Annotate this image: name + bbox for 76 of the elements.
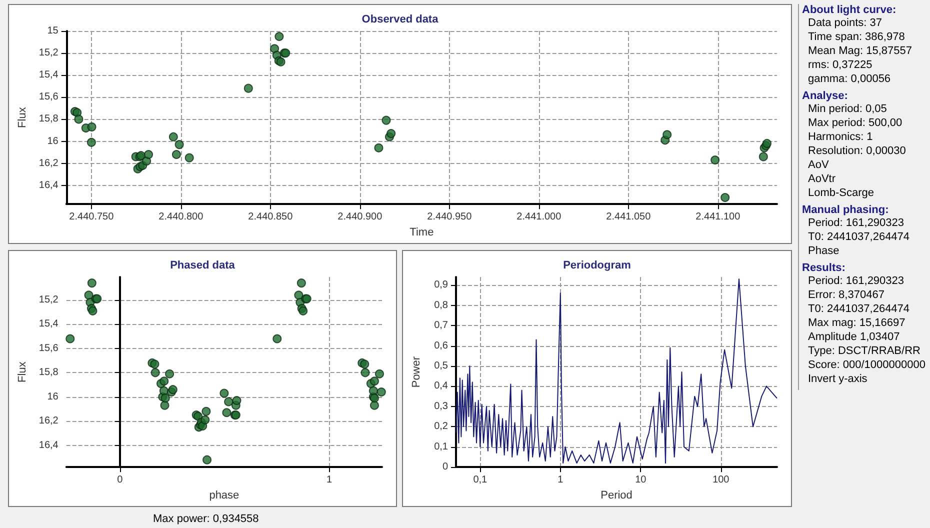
text: Period: 161,290323 [807,216,906,230]
text: Phase [807,244,840,258]
x-tick-label: 0 [117,474,124,486]
text: rms: 0,37225 [807,58,874,72]
y-tick-label: 0,6 [434,340,448,352]
x-axis-title: Time [410,226,434,238]
chart-title: Phased data [170,260,236,272]
text: Manual phasing: [802,204,890,216]
x-tick-label: 100 [712,474,730,486]
x-tick-label: 2.441.000 [516,212,562,223]
x-tick-label: 1 [326,474,332,486]
chart-title: Periodogram [563,260,632,272]
x-axis-title: phase [209,490,240,502]
text: Type: DSCT/RRAB/RR [807,344,922,358]
x-axis-title: Period [600,490,632,502]
y-tick-label: 0,2 [434,421,448,432]
y-tick-label: 0,9 [434,280,448,291]
text: gamma: 0,00056 [807,72,892,86]
y-tick-label: 0,5 [434,360,448,372]
y-tick-label: 0,3 [434,400,448,412]
y-tick-label: 16,4 [38,440,59,451]
x-tick-label: 2.440.850 [248,212,294,223]
text: AoVtr [807,172,837,186]
y-tick-label: 0,7 [434,320,448,332]
text: About light curve: [802,4,898,16]
text: Time span: 386,978 [807,30,906,44]
y-tick-label: 0,1 [434,441,448,452]
text: Amplitude 1,03407 [807,330,901,344]
y-tick-label: 15 [47,26,59,36]
x-tick-label: 2.440.950 [427,212,472,223]
y-tick-label: 15,2 [38,294,59,306]
text: AoV [807,158,830,172]
y-tick-label: 16 [47,391,59,402]
y-axis-title: Flux [16,106,28,128]
x-tick-label: 2.440.800 [158,212,204,223]
y-tick-label: 15,8 [38,367,59,378]
y-tick-label: 16 [47,136,59,147]
text: Max power: 0,934558 [153,513,259,525]
x-tick-label: 2.440.900 [338,212,383,223]
text: T0: 2441037,264474 [807,302,911,316]
y-tick-label: 15,4 [38,318,59,330]
text: Mean Mag: 15,87557 [807,44,913,58]
y-tick-label: 16,2 [38,416,59,427]
y-axis-title: Power [410,356,422,388]
text: Error: 8,370467 [807,288,886,302]
text: Resolution: 0,00030 [807,144,907,158]
text: Lomb-Scarge [807,186,876,200]
y-tick-label: 16,2 [38,158,59,169]
y-tick-label: 15,2 [38,48,59,59]
y-tick-label: 15,6 [38,342,59,354]
chart-title: Observed data [362,14,440,26]
y-tick-label: 15,4 [38,70,59,81]
x-tick-label: 10 [635,474,647,486]
text: Score: 000/1000000000 [807,358,926,372]
text: T0: 2441037,264474 [807,230,911,244]
x-tick-label: 2.441.100 [696,212,741,223]
x-tick-label: 2.440.750 [69,212,114,223]
x-tick-label: 1 [558,474,564,486]
text: Min period: 0,05 [807,102,888,116]
x-tick-label: 0,1 [473,474,488,486]
text: Harmonics: 1 [807,130,874,144]
text: Max mag: 15,16697 [807,316,906,330]
y-tick-label: 15,8 [38,114,59,125]
y-tick-label: 0 [442,462,448,473]
text: Analyse: [802,90,849,102]
text: Invert y-axis [807,372,868,386]
text: Period: 161,290323 [807,274,906,288]
text: Data points: 37 [807,16,883,30]
y-tick-label: 0,8 [434,300,448,311]
y-axis-title: Flux [16,361,28,382]
y-tick-label: 16,4 [38,180,59,191]
x-tick-label: 2.441.050 [606,212,652,223]
text: Results: [802,262,846,274]
y-tick-label: 0,4 [434,380,448,392]
text: Max period: 500,00 [807,116,904,130]
y-tick-label: 15,6 [38,92,59,103]
